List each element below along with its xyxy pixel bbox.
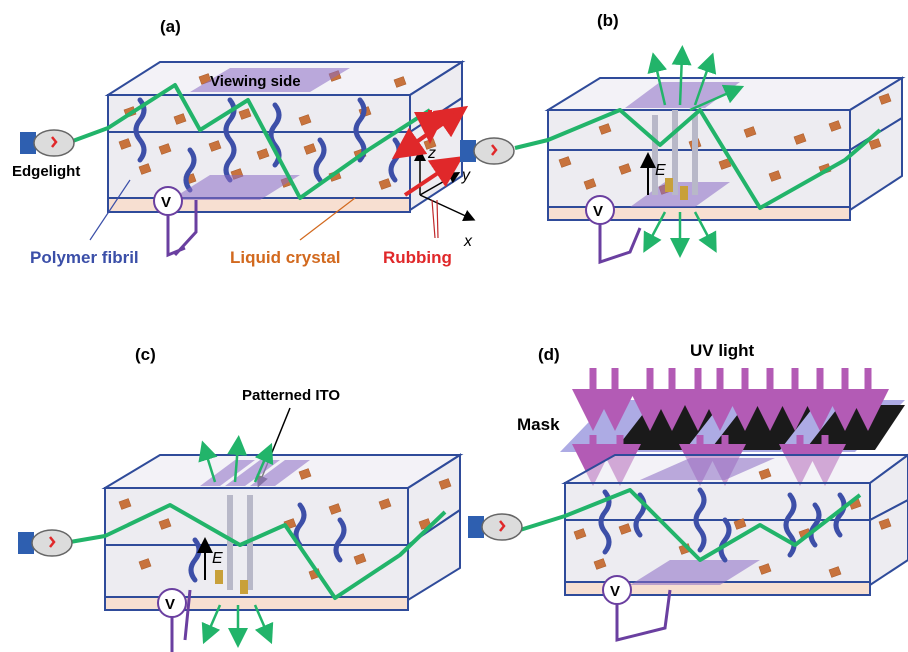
lc-pointer	[299, 197, 356, 241]
light-beam	[514, 108, 882, 210]
axis-z-label: z	[427, 145, 436, 162]
voltage-wire	[166, 200, 198, 258]
emitted-light-down	[201, 604, 274, 648]
bottom-glass	[547, 206, 851, 221]
voltage-label: V	[161, 194, 171, 211]
axis-y-label: y	[461, 167, 471, 184]
cell-body	[104, 544, 409, 601]
light-beam	[519, 488, 862, 562]
panel-b-label: (b)	[597, 11, 619, 30]
rubbing-arrows	[391, 105, 469, 239]
emitted-light-down	[643, 211, 717, 258]
emitted-light-up	[647, 45, 745, 112]
voltage-label: V	[593, 203, 603, 220]
cell-side	[849, 116, 903, 212]
electrode-bottom	[630, 560, 760, 585]
uv-light-label: UV light	[690, 341, 755, 360]
panel-c: (c) Patterned ITO	[18, 345, 464, 652]
bottom-glass	[564, 581, 871, 596]
cell-side	[407, 508, 461, 602]
rubbing-label: Rubbing	[383, 248, 452, 267]
panel-c-label: (c)	[135, 345, 156, 364]
panel-d-label: (d)	[538, 345, 560, 364]
voltage-wire	[598, 224, 642, 265]
panel-a: (a)	[12, 17, 476, 267]
field-label: E	[655, 162, 666, 179]
liquid-crystal-molecules	[573, 468, 892, 578]
liquid-crystal-label: Liquid crystal	[230, 248, 341, 267]
fibril-pointer	[89, 179, 131, 241]
emitted-light-up	[198, 435, 274, 483]
liquid-crystal-molecules	[558, 93, 892, 195]
voltage-wire	[615, 589, 672, 642]
electrode-top	[640, 458, 775, 480]
edgelight-icon	[18, 529, 73, 557]
light-beam	[69, 83, 432, 200]
edgelight-icon	[460, 137, 515, 165]
field-label: E	[212, 550, 223, 567]
edgelight-label: Edgelight	[12, 163, 80, 180]
panel-d: (d) UV light Mask	[468, 341, 908, 642]
mask-label: Mask	[517, 415, 560, 434]
voltage-wire	[170, 589, 192, 652]
voltage-label: V	[610, 583, 620, 600]
panel-b: (b)	[460, 11, 906, 265]
liquid-crystal-molecules	[118, 468, 452, 580]
polymer-fibril-label: Polymer fibril	[30, 248, 139, 267]
cell-side	[869, 498, 908, 587]
voltage-label: V	[165, 596, 175, 613]
edgelight-icon	[20, 129, 75, 157]
mask-blocks	[615, 405, 905, 450]
electrode-bottom	[170, 175, 300, 200]
top-glass-side	[869, 453, 908, 522]
patterned-ito-label: Patterned ITO	[242, 387, 340, 404]
electrode-top	[190, 68, 350, 92]
viewing-side-label: Viewing side	[210, 73, 301, 90]
bottom-glass	[107, 197, 411, 213]
light-beam	[69, 503, 447, 600]
edgelight-icon	[468, 513, 523, 541]
axis-x-label: x	[463, 233, 473, 250]
panel-a-label: (a)	[160, 17, 181, 36]
